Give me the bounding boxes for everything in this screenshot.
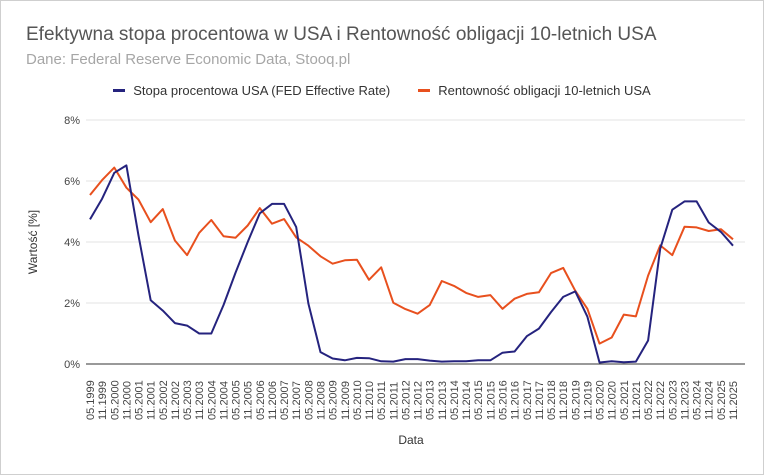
legend: Stopa procentowa USA (FED Effective Rate… <box>0 83 764 98</box>
x-tick-label: 05.2021 <box>619 380 631 420</box>
x-tick-label: 05.2014 <box>449 380 461 420</box>
x-tick-label: 05.2025 <box>716 380 728 420</box>
x-tick-label: 11.1999 <box>97 381 109 420</box>
x-tick-label: 05.1999 <box>85 380 97 420</box>
x-tick-label: 05.2009 <box>328 380 340 420</box>
y-axis-title: Wartość [%] <box>26 210 40 274</box>
x-tick-label: 05.2006 <box>255 380 267 420</box>
x-tick-label: 05.2004 <box>206 380 218 420</box>
x-tick-label: 11.2021 <box>631 381 643 420</box>
chart-subtitle: Dane: Federal Reserve Economic Data, Sto… <box>26 51 351 68</box>
x-tick-label: 11.2009 <box>340 381 352 420</box>
y-tick-label: 0% <box>64 359 80 371</box>
x-tick-label: 05.2001 <box>134 380 146 420</box>
y-tick-label: 4% <box>64 237 80 249</box>
x-tick-label: 11.2015 <box>485 381 497 420</box>
x-tick-label: 11.2018 <box>558 381 570 420</box>
x-tick-label: 11.2002 <box>170 381 182 420</box>
y-tick-label: 8% <box>64 115 80 127</box>
x-tick-label: 11.2014 <box>461 381 473 420</box>
x-tick-label: 05.2005 <box>231 380 243 420</box>
x-tick-label: 05.2008 <box>303 380 315 420</box>
x-tick-label: 11.2023 <box>679 381 691 420</box>
x-tick-label: 11.2001 <box>146 381 158 420</box>
x-tick-label: 11.2005 <box>243 381 255 420</box>
x-tick-label: 11.2000 <box>121 381 133 420</box>
x-tick-label: 05.2013 <box>425 380 437 420</box>
x-tick-label: 11.2006 <box>267 381 279 420</box>
x-tick-label: 05.2007 <box>279 380 291 420</box>
x-tick-label: 05.2010 <box>352 380 364 420</box>
x-tick-label: 11.2012 <box>413 381 425 420</box>
x-tick-label: 11.2003 <box>194 381 206 420</box>
x-tick-label: 11.2013 <box>437 381 449 420</box>
y-tick-label: 2% <box>64 298 80 310</box>
x-tick-label: 05.2000 <box>109 380 121 420</box>
x-tick-label: 11.2024 <box>704 381 716 420</box>
x-tick-label: 05.2020 <box>595 380 607 420</box>
x-tick-label: 11.2019 <box>582 381 594 420</box>
x-tick-label: 05.2024 <box>692 380 704 420</box>
x-tick-label: 05.2003 <box>182 380 194 420</box>
legend-label-fed: Stopa procentowa USA (FED Effective Rate… <box>133 83 391 98</box>
x-tick-label: 11.2017 <box>534 381 546 420</box>
x-tick-label: 11.2007 <box>291 381 303 420</box>
legend-label-yield: Rentowność obligacji 10-letnich USA <box>438 83 651 98</box>
x-tick-label: 05.2002 <box>158 380 170 420</box>
x-tick-label: 05.2018 <box>546 380 558 420</box>
x-tick-label: 05.2016 <box>497 380 509 420</box>
x-tick-label: 11.2011 <box>388 382 400 420</box>
x-tick-label: 05.2017 <box>522 380 534 420</box>
legend-item-fed[interactable]: Stopa procentowa USA (FED Effective Rate… <box>113 83 390 98</box>
legend-item-yield[interactable]: Rentowność obligacji 10-letnich USA <box>418 83 651 98</box>
x-tick-label: 11.2010 <box>364 381 376 420</box>
series-line-yield <box>89 166 734 345</box>
x-axis-title: Data <box>398 433 424 447</box>
x-tick-label: 05.2023 <box>667 380 679 420</box>
y-tick-label: 6% <box>64 176 80 188</box>
x-tick-label: 11.2025 <box>728 381 740 420</box>
legend-swatch-yield <box>418 89 431 92</box>
x-tick-label: 05.2022 <box>643 380 655 420</box>
series-line-fed <box>89 164 734 364</box>
x-tick-label: 11.2008 <box>316 381 328 420</box>
legend-swatch-fed <box>113 89 126 92</box>
x-tick-label: 05.2012 <box>400 380 412 420</box>
x-tick-label: 11.2022 <box>655 381 667 420</box>
x-tick-label: 05.2011 <box>376 381 388 420</box>
chart-title: Efektywna stopa procentowa w USA i Rento… <box>26 24 657 45</box>
x-tick-label: 11.2016 <box>510 381 522 420</box>
x-tick-label: 11.2004 <box>218 381 230 420</box>
x-tick-label: 05.2019 <box>570 380 582 420</box>
x-tick-label: 05.2015 <box>473 380 485 420</box>
x-tick-label: 11.2020 <box>607 381 619 420</box>
